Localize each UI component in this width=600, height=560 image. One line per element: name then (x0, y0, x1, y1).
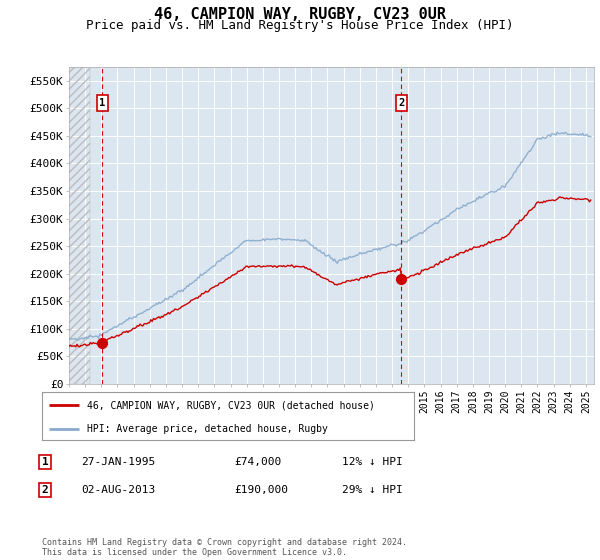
Text: 12% ↓ HPI: 12% ↓ HPI (342, 457, 403, 467)
Text: Price paid vs. HM Land Registry's House Price Index (HPI): Price paid vs. HM Land Registry's House … (86, 19, 514, 32)
Text: 2: 2 (41, 485, 49, 495)
Bar (69, 67, 90, 384)
Text: Contains HM Land Registry data © Crown copyright and database right 2024.
This d: Contains HM Land Registry data © Crown c… (42, 538, 407, 557)
Text: £74,000: £74,000 (234, 457, 281, 467)
Text: 1: 1 (100, 98, 106, 108)
Text: HPI: Average price, detached house, Rugby: HPI: Average price, detached house, Rugb… (86, 424, 328, 434)
Text: 46, CAMPION WAY, RUGBY, CV23 0UR: 46, CAMPION WAY, RUGBY, CV23 0UR (154, 7, 446, 22)
Text: 1: 1 (41, 457, 49, 467)
Text: 27-JAN-1995: 27-JAN-1995 (81, 457, 155, 467)
Text: 02-AUG-2013: 02-AUG-2013 (81, 485, 155, 495)
Text: £190,000: £190,000 (234, 485, 288, 495)
Bar (69, 67, 90, 384)
Text: 2: 2 (398, 98, 404, 108)
Text: 29% ↓ HPI: 29% ↓ HPI (342, 485, 403, 495)
Text: 46, CAMPION WAY, RUGBY, CV23 0UR (detached house): 46, CAMPION WAY, RUGBY, CV23 0UR (detach… (86, 400, 374, 410)
